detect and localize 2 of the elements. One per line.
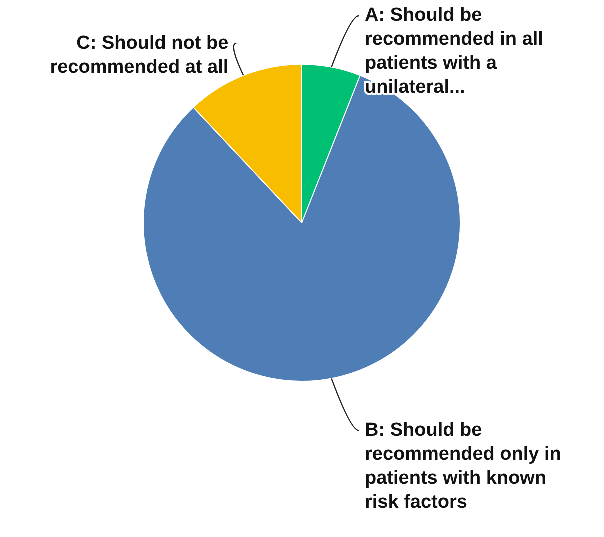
slice-label: B: Should be recommended only in patients with known risk factors <box>365 420 562 513</box>
slice-label: C: Should not be recommended at all <box>50 32 229 78</box>
